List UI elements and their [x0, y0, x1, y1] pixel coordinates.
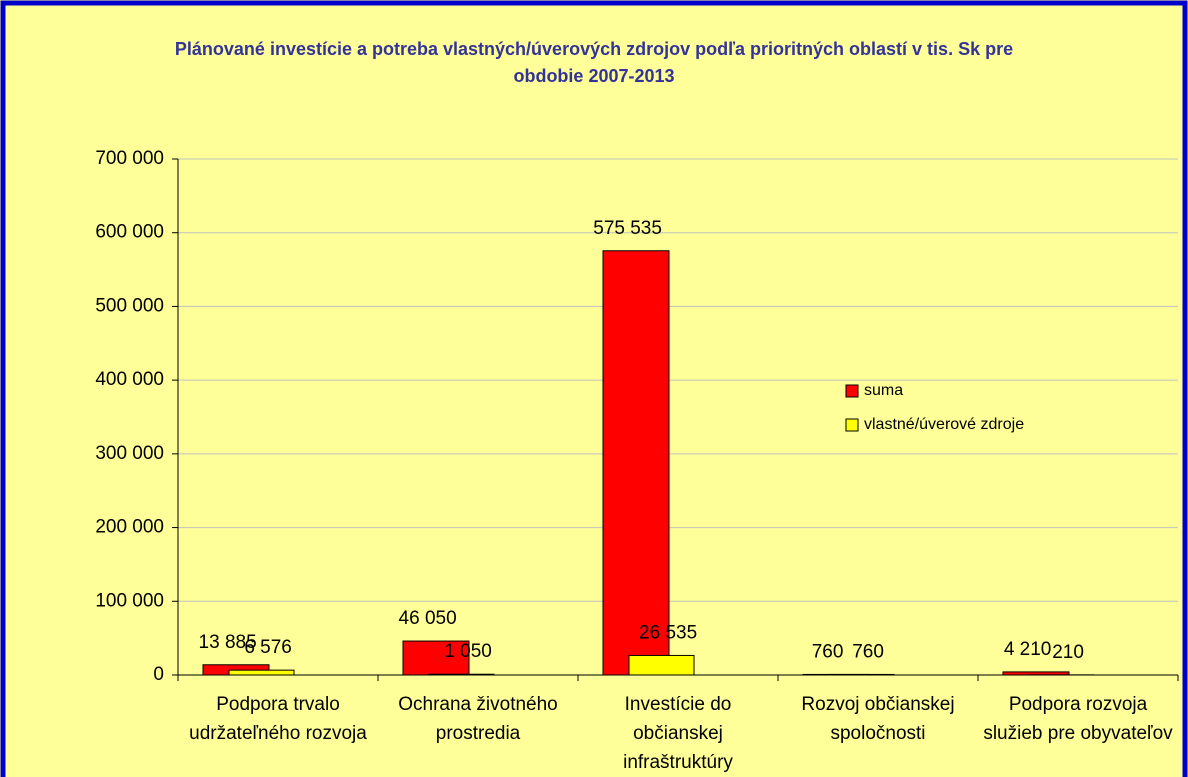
x-tick-label: Podpora trvalo udržateľného rozvoja — [189, 694, 367, 744]
data-label: 26 535 — [639, 622, 697, 643]
data-label: 575 535 — [593, 218, 662, 239]
y-tick-label: 200 000 — [95, 517, 164, 538]
bar — [402, 640, 470, 676]
y-tick-label: 100 000 — [95, 590, 164, 611]
data-label: 210 — [1052, 642, 1084, 663]
bar — [828, 673, 895, 676]
data-label: 46 050 — [399, 608, 457, 629]
legend-label: vlastné/úverové zdroje — [864, 416, 1024, 433]
x-tick-label: Ochrana životného prostredia — [398, 694, 558, 744]
bar — [428, 673, 495, 676]
y-tick-label: 0 — [153, 664, 164, 685]
y-tick-label: 500 000 — [95, 295, 164, 316]
bar — [602, 250, 670, 676]
legend-swatch — [845, 384, 859, 398]
x-tick-label: Rozvoj občianskej spoločnosti — [801, 694, 955, 744]
bar — [628, 654, 695, 676]
data-label: 6 576 — [244, 637, 292, 658]
x-tick-label: Podpora rozvoja služieb pre obyvateľov — [983, 694, 1173, 744]
y-tick-label: 400 000 — [95, 369, 164, 390]
data-label: 13 885 — [199, 632, 257, 653]
chart-title: Plánované investície a potreba vlastných… — [174, 39, 1014, 86]
y-tick-label: 300 000 — [95, 443, 164, 464]
y-tick-label: 700 000 — [95, 148, 164, 169]
data-label: 1 050 — [444, 641, 492, 662]
y-tick-label: 600 000 — [95, 222, 164, 243]
data-label: 760 — [852, 641, 884, 662]
x-tick-label: Investície do občianskej infraštruktúry — [623, 694, 733, 773]
legend-label: suma — [864, 382, 903, 399]
data-label: 760 — [812, 641, 844, 662]
data-label: 4 210 — [1004, 639, 1052, 660]
bar — [228, 669, 295, 676]
legend-swatch — [845, 418, 859, 432]
